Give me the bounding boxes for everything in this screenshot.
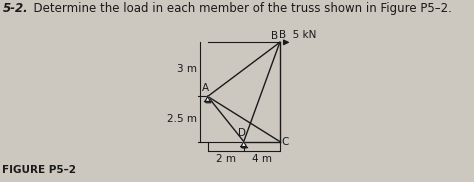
Text: 4 m: 4 m xyxy=(252,154,272,164)
Text: 2.5 m: 2.5 m xyxy=(167,114,197,124)
Polygon shape xyxy=(205,96,210,102)
Text: D: D xyxy=(237,128,246,138)
Text: 3 m: 3 m xyxy=(177,64,197,74)
Text: 5-2.: 5-2. xyxy=(2,2,28,15)
Text: 2 m: 2 m xyxy=(216,154,236,164)
Text: FIGURE P5–2: FIGURE P5–2 xyxy=(2,165,76,175)
Text: A: A xyxy=(202,83,209,93)
Text: Determine the load in each member of the truss shown in Figure P5–2.: Determine the load in each member of the… xyxy=(26,2,452,15)
Text: C: C xyxy=(282,136,289,147)
Text: B  5 kN: B 5 kN xyxy=(279,30,316,40)
Polygon shape xyxy=(241,142,246,147)
Text: B: B xyxy=(271,31,278,41)
